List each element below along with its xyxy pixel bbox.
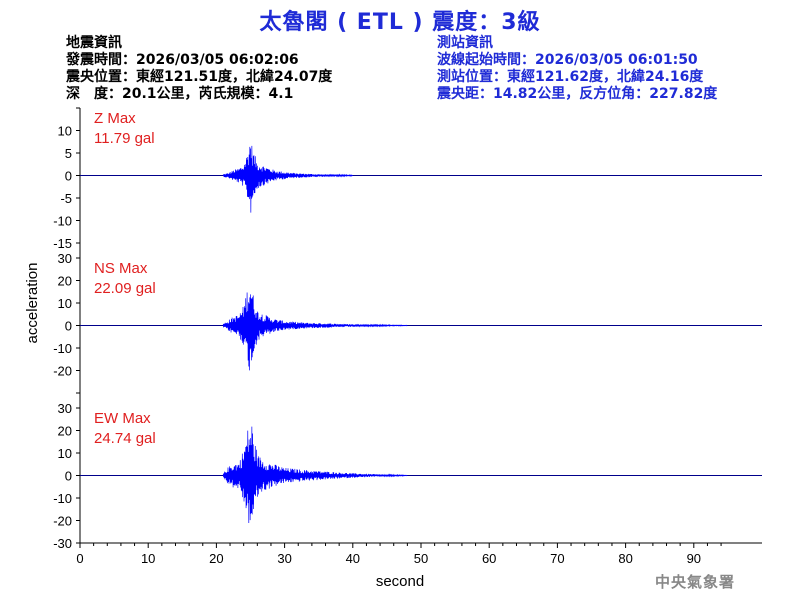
waveform-trace [222, 145, 354, 213]
waveform-trace [222, 426, 408, 523]
x-tick-label: 40 [346, 551, 360, 566]
y-tick-label: 0 [65, 169, 72, 184]
y-axis-title: acceleration [24, 263, 41, 344]
panel-name-label: Z Max [94, 110, 136, 127]
wave-start-time: 波線起始時間：2026/03/05 06:01:50 [437, 52, 698, 68]
panel-0: 10 5 0 -5 -10 -15 Z Max 11.79 gal [53, 107, 762, 251]
x-tick-label: 10 [141, 551, 155, 566]
panel-max-label: 22.09 gal [94, 280, 156, 297]
y-tick-label: -10 [53, 214, 72, 229]
x-tick-label: 90 [687, 551, 701, 566]
panel-2: 30 20 10 0 -10 -20 -30 EW Max 24.74 gal [53, 401, 762, 551]
y-tick-label: -20 [53, 514, 72, 529]
station-info-heading: 測站資訊 [437, 35, 493, 51]
y-tick-label: -5 [60, 191, 72, 206]
y-tick-label: 10 [58, 124, 72, 139]
y-tick-label: 0 [65, 319, 72, 334]
y-tick-label: 20 [58, 424, 72, 439]
x-tick-label: 70 [550, 551, 564, 566]
x-axis-title: second [376, 573, 424, 590]
y-tick-label: -10 [53, 341, 72, 356]
origin-time: 發震時間：2026/03/05 06:02:06 [66, 52, 299, 68]
y-tick-label: 0 [65, 469, 72, 484]
panel-max-label: 11.79 gal [94, 130, 155, 147]
y-tick-label: 5 [65, 146, 72, 161]
y-tick-label: 30 [58, 251, 72, 266]
panel-max-label: 24.74 gal [94, 430, 156, 447]
y-tick-label: -30 [53, 536, 72, 551]
y-tick-label: 30 [58, 401, 72, 416]
epicentral-distance: 震央距：14.82公里，反方位角：227.82度 [437, 86, 718, 102]
x-tick-label: 20 [209, 551, 223, 566]
y-tick-label: -20 [53, 364, 72, 379]
station-info-block: 測站資訊 波線起始時間：2026/03/05 06:01:50 測站位置：東經1… [437, 35, 717, 103]
chart-title: 太魯閣 ( ETL ) 震度：3級 [259, 10, 541, 35]
panel-name-label: NS Max [94, 260, 148, 277]
x-tick-label: 80 [618, 551, 632, 566]
quake-info-block: 地震資訊 發震時間：2026/03/05 06:02:06 震央位置：東經121… [66, 35, 332, 103]
x-tick-label: 50 [414, 551, 428, 566]
y-tick-label: 20 [58, 274, 72, 289]
station-location: 測站位置：東經121.62度，北緯24.16度 [437, 69, 704, 85]
y-tick-label: -10 [53, 491, 72, 506]
x-tick-label: 30 [277, 551, 291, 566]
agency-watermark: 中央氣象署 [655, 573, 736, 591]
panel-name-label: EW Max [94, 410, 151, 427]
panel-1: 30 20 10 0 -10 -20 NS Max 22.09 gal [53, 251, 762, 394]
y-tick-label: 10 [58, 446, 72, 461]
epicenter-location: 震央位置：東經121.51度，北緯24.07度 [66, 69, 333, 85]
x-tick-label: 0 [76, 551, 83, 566]
quake-info-heading: 地震資訊 [66, 35, 122, 51]
y-tick-label: -15 [53, 236, 72, 251]
y-tick-label: 10 [58, 296, 72, 311]
waveform-trace [222, 292, 408, 371]
x-tick-label: 60 [482, 551, 496, 566]
depth-magnitude: 深 度：20.1公里，芮氏規模：4.1 [66, 86, 294, 102]
